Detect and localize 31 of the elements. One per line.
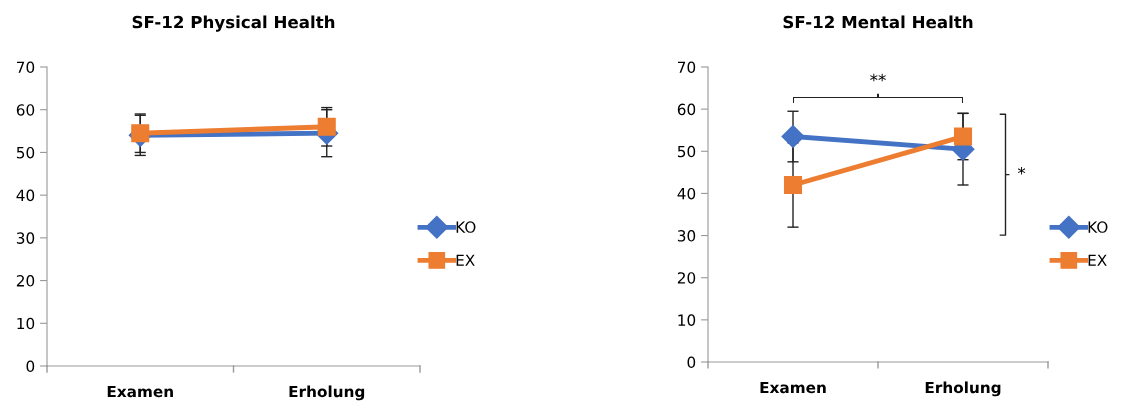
legend-label: KO (1088, 221, 1108, 233)
y-tick-label: 10 (678, 314, 696, 326)
y-tick-label: 20 (677, 272, 696, 284)
legend-label: KO (456, 221, 476, 233)
legend-label: EX (1088, 254, 1107, 266)
point (953, 127, 973, 146)
y-tick-label: 50 (677, 145, 696, 158)
legend-label: EX (456, 254, 475, 266)
x-tick-label: Examen (760, 381, 826, 394)
point (783, 175, 803, 195)
y-tick-label: 30 (16, 232, 35, 244)
y-tick-label: 20 (16, 275, 35, 287)
y-tick-label: 50 (16, 146, 35, 159)
y-tick-label: 70 (17, 61, 35, 74)
y-tick-label: 60 (16, 104, 35, 116)
y-tick-label: 10 (17, 317, 35, 330)
y-tick-label: 30 (677, 230, 696, 242)
y-tick-label: 40 (677, 187, 696, 200)
y-tick-label: 0 (687, 356, 696, 369)
chart-title: SF-12 Mental Health (783, 15, 973, 29)
x-tick-label: Erholung (289, 385, 365, 401)
y-tick-label: 60 (677, 103, 696, 116)
y-tick-label: 0 (26, 360, 35, 373)
x-tick-label: Examen (107, 385, 173, 398)
y-tick-label: 70 (678, 61, 696, 74)
point (781, 125, 805, 149)
x-tick-label: Erholung (925, 381, 1001, 397)
annotation: ** (870, 73, 886, 82)
y-tick-label: 40 (16, 189, 35, 202)
annotation: * (1017, 166, 1026, 175)
chart-title: SF-12 Physical Health (132, 15, 335, 32)
